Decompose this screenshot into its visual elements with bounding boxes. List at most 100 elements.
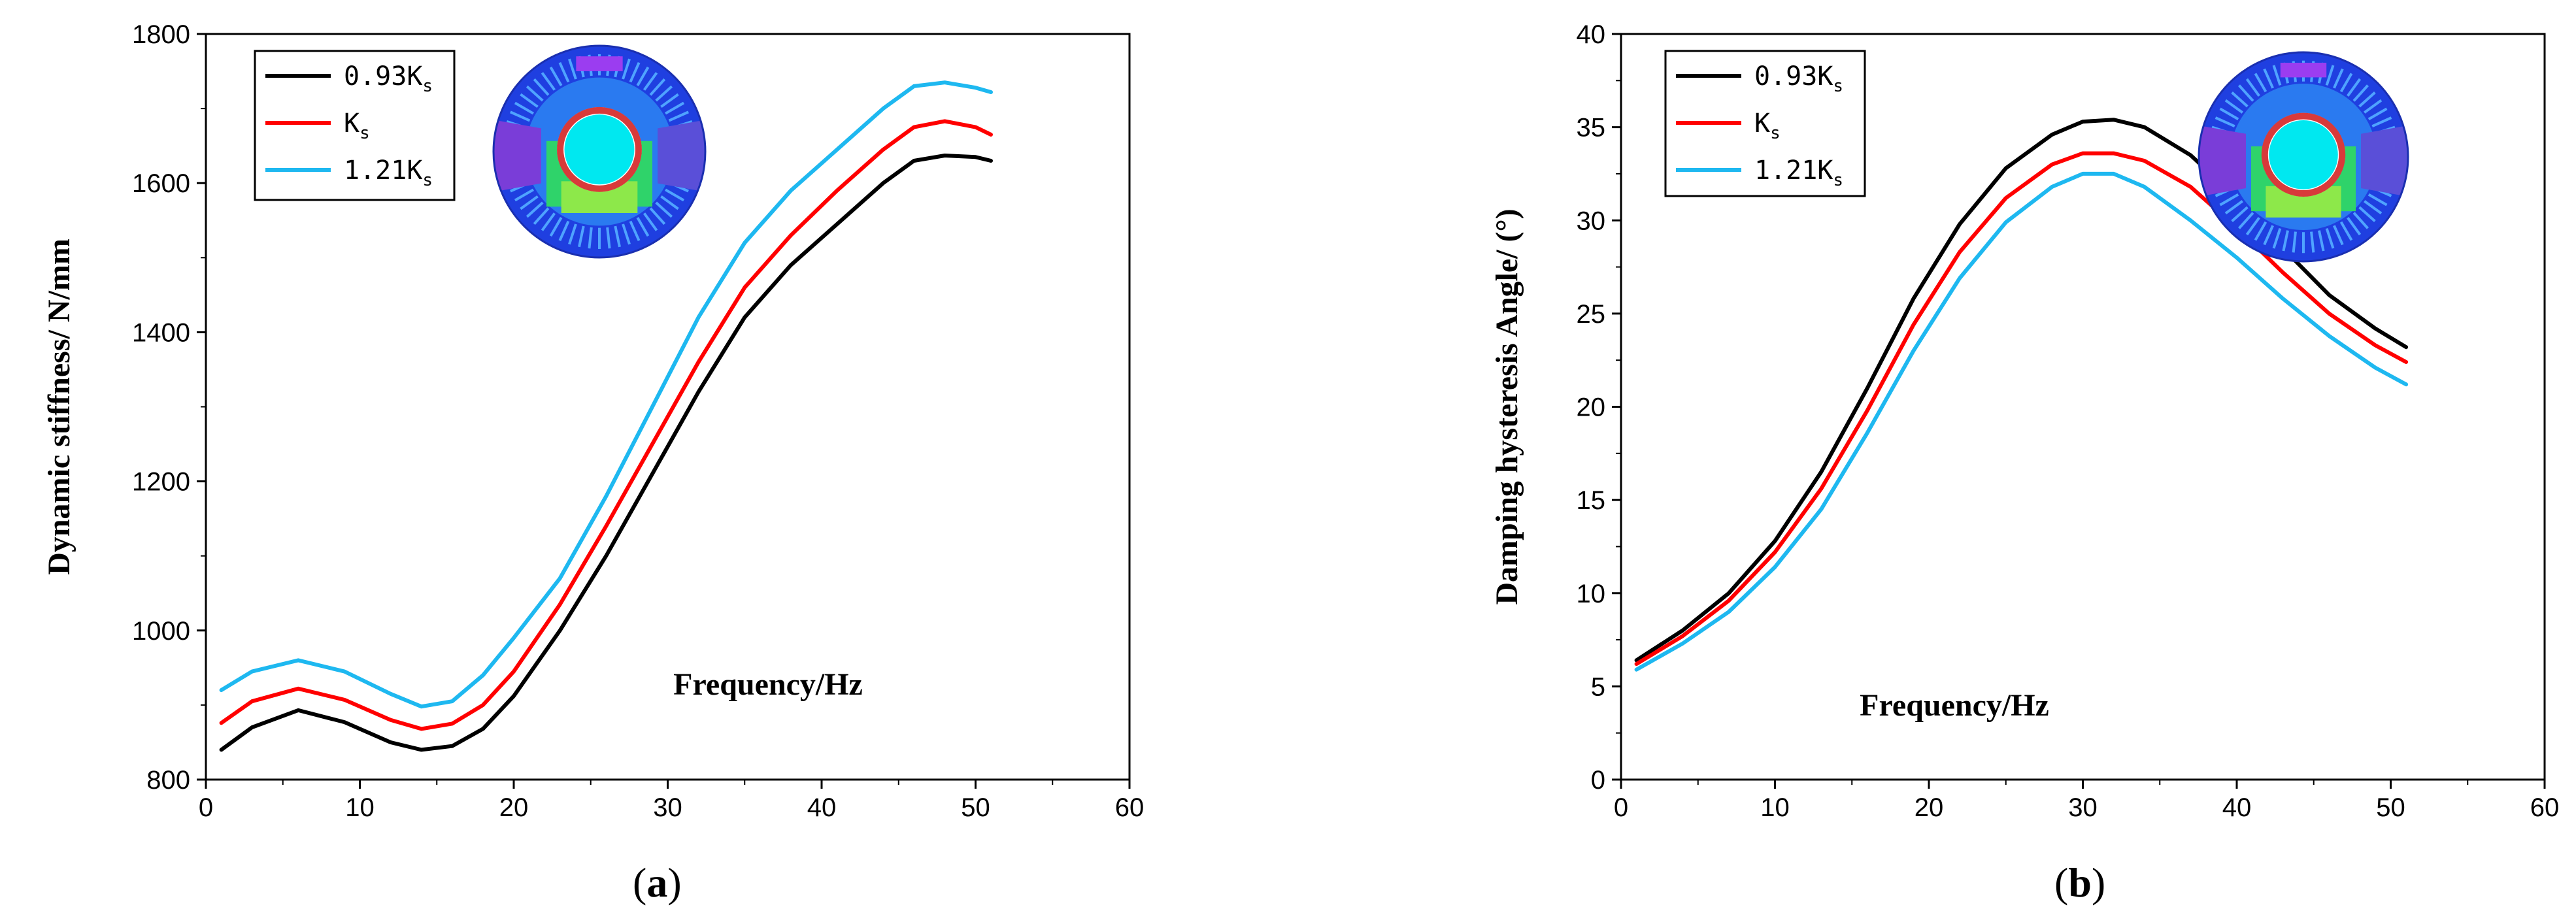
x-tick-label: 20 — [499, 793, 529, 822]
inset-rib — [2333, 68, 2344, 89]
x-tick-label: 0 — [1614, 793, 1628, 822]
inset-red-ring — [557, 107, 642, 192]
inset-rib — [2352, 212, 2369, 229]
panel-label-letter: a — [646, 859, 667, 906]
y-tick-label: 5 — [1591, 672, 1605, 701]
inset-rib — [526, 201, 544, 218]
inset-rib — [2358, 91, 2376, 108]
inset-rib — [520, 93, 539, 108]
inset-rib — [622, 58, 631, 80]
x-tick-label: 10 — [1760, 793, 1790, 822]
inset-rib — [643, 72, 658, 91]
inset-body — [2199, 52, 2408, 261]
inset-rib — [533, 78, 550, 96]
inset-outline — [2198, 51, 2409, 263]
legend-label-main: 1.21K — [344, 156, 422, 186]
y-tick-label: 1600 — [132, 169, 190, 198]
legend-label-subscript: s — [422, 76, 433, 96]
inset-rib — [2325, 227, 2335, 249]
inset-rib — [2263, 225, 2274, 246]
x-tick-label: 0 — [199, 793, 213, 822]
inset-rib — [2333, 225, 2344, 246]
inset-rib — [629, 62, 641, 83]
inset-rib — [636, 217, 650, 237]
inset-rib — [568, 58, 577, 80]
inset-rib — [588, 227, 593, 249]
x-tick-label: 10 — [345, 793, 375, 822]
inset-rib — [2272, 227, 2282, 249]
inset-rib — [541, 212, 556, 231]
inset-rib — [558, 62, 570, 83]
inset-rib — [655, 85, 673, 102]
inset-rib — [2219, 107, 2239, 121]
y-tick-label: 15 — [1577, 486, 1606, 515]
inset-rib — [2238, 84, 2254, 102]
inset-rib — [2219, 193, 2239, 206]
y-tick-label: 1400 — [132, 318, 190, 347]
legend-label-main: 0.93K — [1754, 61, 1833, 91]
x-tick-label: 60 — [1115, 793, 1145, 822]
y-tick-label: 30 — [1577, 206, 1606, 235]
y-tick-label: 1200 — [132, 468, 190, 497]
panel-label-open: ( — [2054, 859, 2068, 906]
legend-label-subscript: s — [1770, 124, 1781, 143]
panel-label-close: ) — [2092, 859, 2105, 906]
inset-rib — [2215, 116, 2235, 127]
x-axis-title: Frequency/Hz — [673, 667, 863, 702]
inset-rib — [578, 225, 585, 248]
x-tick-label: 40 — [807, 793, 837, 822]
inset-purple-right — [2361, 125, 2408, 197]
inset-rib — [2272, 65, 2282, 86]
y-tick-label: 40 — [1577, 20, 1606, 49]
inset-rib — [2325, 65, 2335, 86]
inset-rib — [2352, 84, 2369, 102]
inset-rib — [665, 188, 685, 202]
fem-contour-inset — [2198, 51, 2409, 263]
inset-outline — [492, 44, 707, 259]
inset-rib — [2231, 91, 2249, 108]
x-tick-label: 20 — [1915, 793, 1944, 822]
inset-rib — [2245, 217, 2260, 236]
legend-label-subscript: s — [1833, 76, 1843, 96]
x-tick-label: 50 — [2376, 793, 2405, 822]
inset-rib — [660, 93, 679, 108]
series-line-121ks — [219, 80, 993, 709]
x-tick-label: 50 — [961, 793, 990, 822]
inset-rib — [2254, 73, 2267, 93]
inset-rib — [2224, 200, 2243, 215]
y-tick-label: 1000 — [132, 617, 190, 646]
y-tick-label: 1800 — [132, 20, 190, 49]
inset-body — [493, 46, 705, 257]
inset-purple-top — [2280, 63, 2327, 78]
inset-rib — [622, 223, 631, 245]
x-tick-label: 60 — [2530, 793, 2560, 822]
inset-cyan-core — [564, 114, 635, 185]
legend-label: 0.93Ks — [1754, 61, 1843, 96]
inset-rib — [520, 195, 539, 210]
inset-rib — [2364, 200, 2383, 215]
y-tick-label: 35 — [1577, 114, 1606, 142]
inset-rib — [2367, 193, 2388, 206]
y-tick-label: 800 — [146, 766, 190, 795]
y-axis-title: Damping hysteresis Angle/ (°) — [1490, 208, 1524, 604]
inset-rib — [2245, 78, 2260, 97]
inset-rib — [549, 217, 563, 237]
inset-rib — [2339, 73, 2353, 93]
y-tick-label: 25 — [1577, 300, 1606, 329]
legend-label-subscript: s — [360, 124, 370, 143]
x-tick-label: 30 — [653, 793, 682, 822]
inset-rib — [533, 207, 550, 225]
inset-rib — [526, 85, 544, 102]
inset-rib — [510, 110, 531, 122]
legend-label-subscript: s — [422, 171, 433, 190]
y-tick-label: 20 — [1577, 393, 1606, 422]
inset-rib — [549, 66, 563, 86]
inset-rib — [2339, 221, 2353, 241]
inset-rib — [668, 110, 689, 122]
x-axis-title: Frequency/Hz — [1860, 688, 2049, 723]
chart-panel-a: 0 10 20 30 40 50 60 800 1000 1200 1400 1600 1800 Dyna… — [42, 20, 1144, 906]
inset-rib — [558, 220, 570, 241]
